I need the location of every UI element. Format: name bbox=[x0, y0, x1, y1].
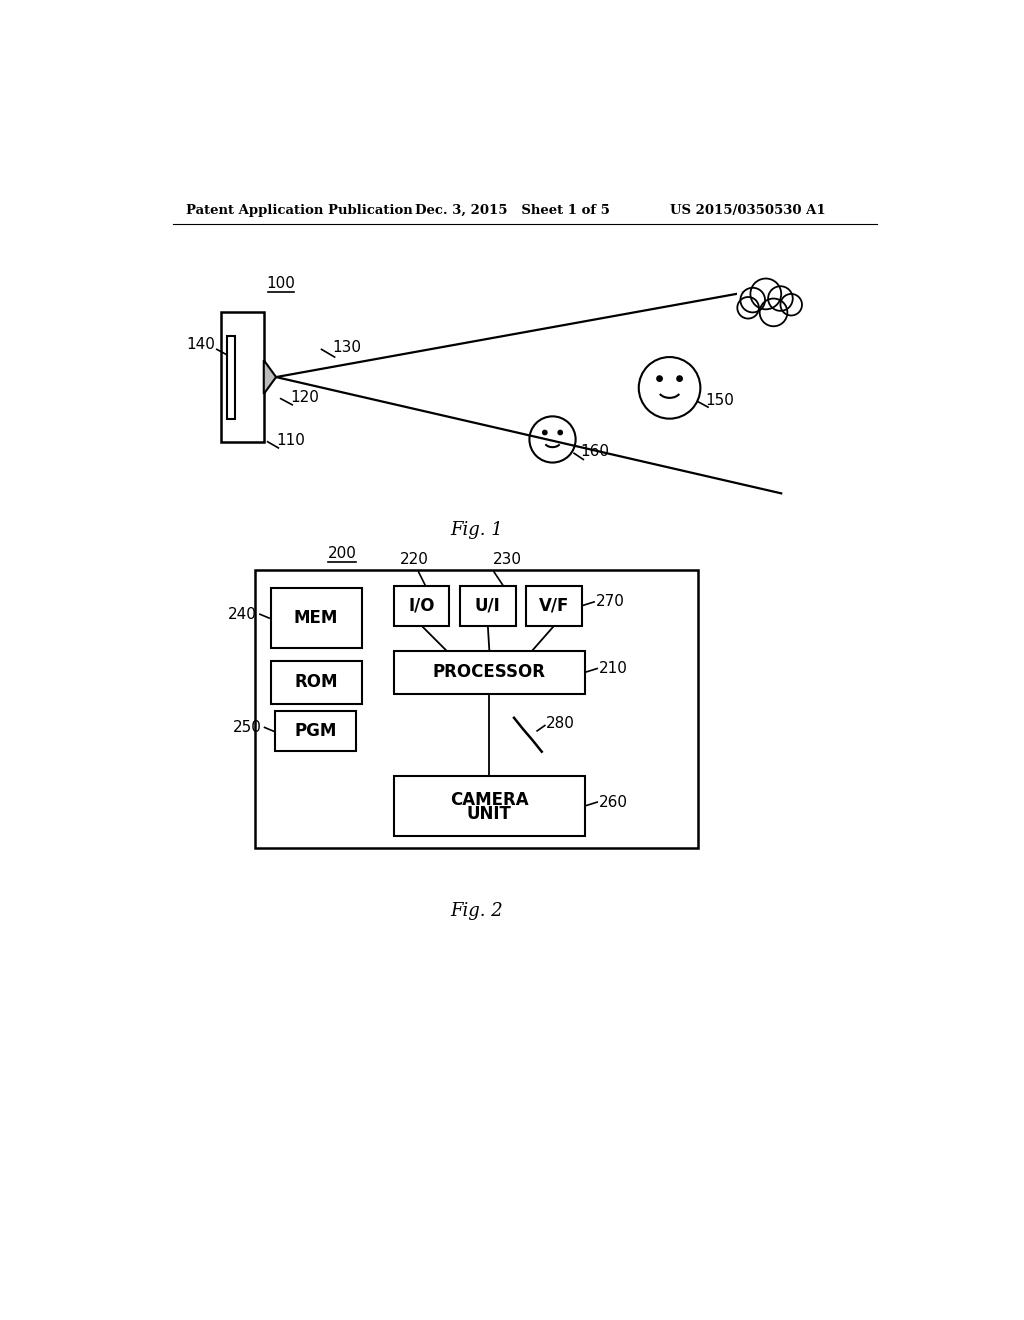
Bar bbox=[394, 651, 585, 693]
Bar bbox=[270, 589, 361, 648]
Text: 110: 110 bbox=[276, 433, 305, 447]
Text: 280: 280 bbox=[547, 717, 575, 731]
Circle shape bbox=[751, 279, 781, 309]
Text: 170: 170 bbox=[753, 285, 781, 300]
Bar bbox=[221, 313, 264, 442]
Bar bbox=[526, 586, 582, 626]
Text: V/F: V/F bbox=[539, 597, 569, 615]
Bar bbox=[394, 776, 585, 836]
Circle shape bbox=[780, 294, 802, 315]
Text: 130: 130 bbox=[333, 339, 361, 355]
Circle shape bbox=[760, 298, 787, 326]
Text: US 2015/0350530 A1: US 2015/0350530 A1 bbox=[670, 205, 825, 218]
Text: 140: 140 bbox=[186, 337, 215, 352]
Text: PGM: PGM bbox=[295, 722, 337, 741]
Text: 150: 150 bbox=[705, 392, 734, 408]
Text: UNIT: UNIT bbox=[467, 805, 512, 822]
Text: 250: 250 bbox=[232, 719, 261, 735]
Text: PROCESSOR: PROCESSOR bbox=[433, 664, 546, 681]
Circle shape bbox=[558, 430, 562, 434]
Bar bbox=[394, 586, 450, 626]
Text: 230: 230 bbox=[494, 552, 522, 566]
Text: CAMERA: CAMERA bbox=[451, 791, 528, 809]
Text: 220: 220 bbox=[399, 552, 428, 566]
Text: 270: 270 bbox=[596, 594, 625, 610]
Text: ROM: ROM bbox=[294, 673, 338, 692]
Text: 160: 160 bbox=[581, 445, 609, 459]
Bar bbox=[255, 570, 698, 847]
Text: 100: 100 bbox=[266, 276, 295, 290]
Circle shape bbox=[737, 297, 759, 318]
Bar bbox=[270, 661, 361, 704]
Bar bbox=[737, 293, 802, 321]
Text: Fig. 1: Fig. 1 bbox=[451, 520, 504, 539]
Text: 260: 260 bbox=[599, 795, 628, 809]
Text: 200: 200 bbox=[328, 546, 356, 561]
Circle shape bbox=[677, 376, 682, 381]
Circle shape bbox=[768, 286, 793, 312]
Circle shape bbox=[543, 430, 547, 434]
Text: 210: 210 bbox=[599, 661, 628, 676]
Text: I/O: I/O bbox=[409, 597, 435, 615]
Text: Dec. 3, 2015   Sheet 1 of 5: Dec. 3, 2015 Sheet 1 of 5 bbox=[416, 205, 610, 218]
Bar bbox=[226, 335, 234, 418]
Text: 120: 120 bbox=[290, 389, 318, 405]
Text: 240: 240 bbox=[228, 607, 257, 622]
Text: U/I: U/I bbox=[475, 597, 501, 615]
Bar bbox=[460, 586, 515, 626]
Bar bbox=[275, 711, 356, 751]
Polygon shape bbox=[264, 360, 276, 395]
Text: Patent Application Publication: Patent Application Publication bbox=[186, 205, 413, 218]
Circle shape bbox=[656, 376, 663, 381]
Text: Fig. 2: Fig. 2 bbox=[451, 903, 504, 920]
Circle shape bbox=[740, 288, 765, 313]
Text: MEM: MEM bbox=[294, 609, 338, 627]
